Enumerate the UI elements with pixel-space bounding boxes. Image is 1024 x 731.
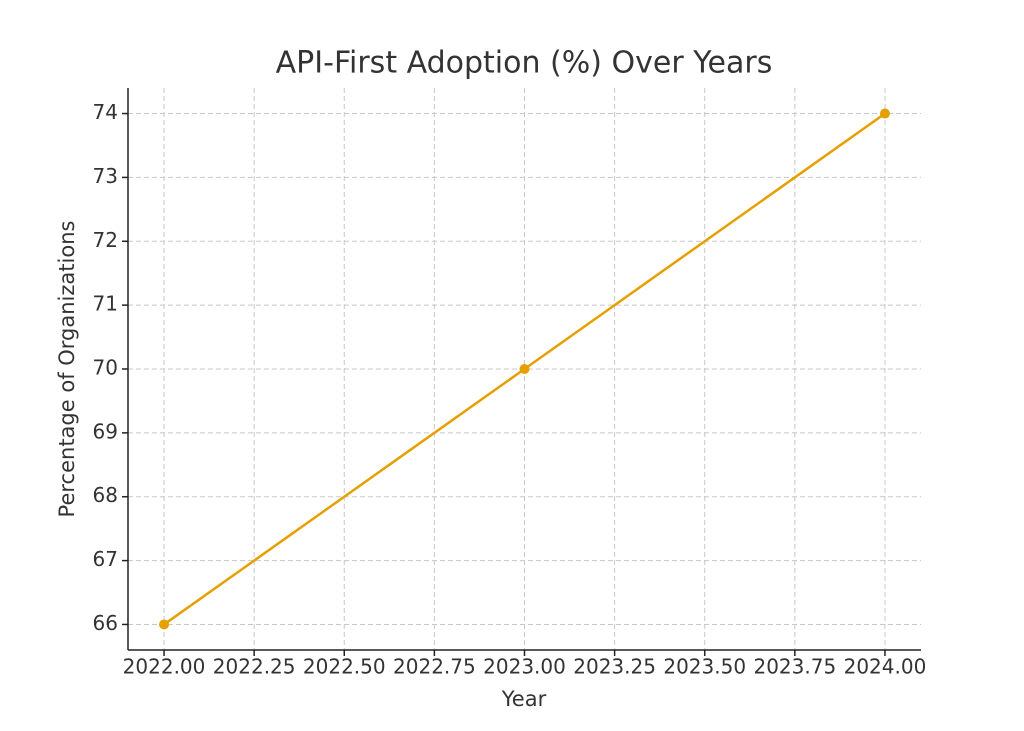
y-tick-label: 68 — [93, 483, 118, 507]
y-tick-label: 67 — [93, 547, 118, 571]
y-axis-label: Percentage of Organizations — [55, 221, 79, 518]
point — [519, 364, 530, 374]
y-tick-label: 71 — [93, 292, 118, 316]
y-tick-label: 70 — [93, 356, 118, 380]
x-tick-label: 2023.00 — [483, 655, 566, 679]
x-tick-label: 2023.50 — [663, 655, 746, 679]
y-tick-label: 69 — [93, 419, 118, 443]
y-tick-label: 72 — [93, 228, 118, 252]
x-tick-label: 2022.00 — [123, 655, 206, 679]
x-tick-label: 2022.25 — [213, 655, 296, 679]
point — [879, 108, 890, 119]
x-tick-label: 2024.00 — [844, 655, 927, 679]
y-tick-label: 73 — [93, 164, 118, 188]
point — [159, 619, 170, 630]
x-tick-label: 2022.50 — [303, 655, 386, 679]
y-tick-label: 66 — [93, 611, 118, 635]
x-tick-label: 2023.75 — [753, 655, 836, 679]
x-tick-label: 2023.25 — [573, 655, 656, 679]
x-axis-label: Year — [501, 687, 547, 711]
chart-title: API-First Adoption (%) Over Years — [276, 46, 773, 81]
x-tick-label: 2022.75 — [393, 655, 476, 679]
y-tick-label: 74 — [93, 100, 118, 124]
